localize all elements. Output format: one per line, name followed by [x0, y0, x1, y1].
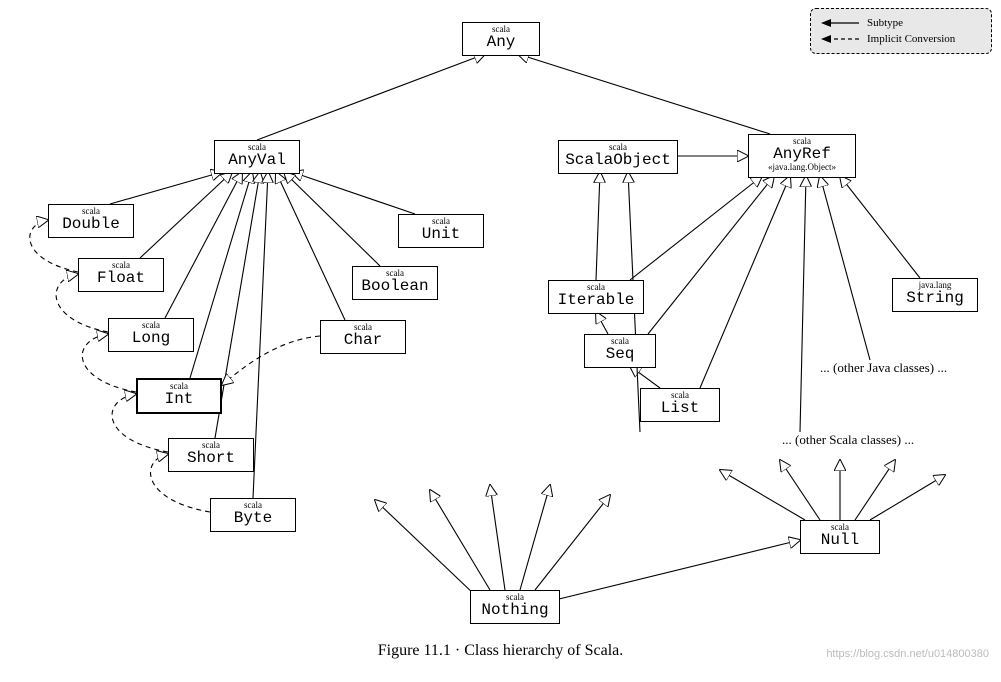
edge-subtype — [648, 176, 774, 334]
edge-subtype — [253, 172, 268, 498]
class-node-nothing: scalaNothing — [470, 590, 560, 624]
watermark-text: https://blog.csdn.net/u014800380 — [826, 648, 989, 660]
edge-subtype — [518, 54, 770, 134]
edge-subtype — [820, 176, 870, 360]
class-node-byte: scalaByte — [210, 498, 296, 532]
class-node-short: scalaShort — [168, 438, 254, 472]
node-classname: Long — [115, 330, 187, 347]
node-classname: ScalaObject — [565, 152, 671, 169]
edge-subtype — [257, 54, 485, 140]
note-other-scala-classes: ... (other Scala classes) ... — [782, 432, 914, 448]
node-classname: AnyVal — [221, 152, 293, 169]
edge-subtype — [720, 470, 805, 520]
node-classname: Iterable — [555, 292, 637, 309]
edge-subtype — [596, 172, 600, 280]
class-node-boolean: scalaBoolean — [352, 266, 438, 300]
class-node-long: scalaLong — [108, 318, 194, 352]
edge-subtype — [596, 312, 608, 334]
node-classname: Byte — [217, 510, 289, 527]
edge-subtype — [630, 176, 762, 280]
class-node-any: scalaAny — [462, 22, 540, 56]
node-stereotype: «java.lang.Object» — [755, 163, 849, 172]
class-node-null: scalaNull — [800, 520, 880, 554]
edge-subtype — [870, 475, 945, 520]
edge-subtype — [284, 172, 380, 266]
node-classname: Unit — [405, 226, 477, 243]
class-node-anyval: scalaAnyVal — [214, 140, 300, 174]
node-classname: Null — [807, 532, 873, 549]
edge-subtype — [700, 176, 790, 388]
edge-subtype — [535, 495, 610, 590]
node-classname: String — [899, 290, 971, 307]
edge-subtype — [520, 485, 550, 590]
edge-subtype — [555, 540, 800, 600]
edge-subtype — [855, 460, 895, 520]
node-classname: Float — [85, 270, 157, 287]
node-classname: Seq — [591, 346, 649, 363]
edge-subtype — [490, 485, 505, 590]
class-node-anyref: scalaAnyRef«java.lang.Object» — [748, 134, 856, 178]
edge-subtype — [780, 460, 820, 520]
legend-row-subtype: Subtype — [821, 15, 981, 31]
legend-box: Subtype Implicit Conversion — [810, 8, 992, 54]
node-classname: AnyRef — [755, 146, 849, 163]
edge-subtype — [840, 176, 920, 278]
edge-subtype — [630, 366, 660, 388]
class-node-seq: scalaSeq — [584, 334, 656, 368]
note-other-java-classes: ... (other Java classes) ... — [820, 360, 947, 376]
class-node-unit: scalaUnit — [398, 214, 484, 248]
class-node-float: scalaFloat — [78, 258, 164, 292]
edge-subtype — [165, 172, 242, 318]
class-node-double: scalaDouble — [48, 204, 134, 238]
edge-subtype — [375, 500, 475, 595]
edge-subtype — [110, 172, 222, 204]
node-classname: Double — [55, 216, 127, 233]
legend-label: Implicit Conversion — [867, 33, 955, 45]
node-classname: Char — [327, 332, 399, 349]
node-classname: List — [647, 400, 713, 417]
node-classname: Short — [175, 450, 247, 467]
legend-label: Subtype — [867, 17, 903, 29]
class-node-iterable: scalaIterable — [548, 280, 644, 314]
edge-subtype — [276, 172, 345, 320]
class-node-string: java.langString — [892, 278, 978, 312]
node-classname: Any — [469, 34, 533, 51]
edge-subtype — [800, 176, 806, 432]
node-classname: Nothing — [477, 602, 553, 619]
edge-subtype — [430, 490, 490, 590]
edge-implicit-conversion — [222, 336, 320, 385]
edge-subtype — [292, 172, 415, 214]
class-node-int: scalaInt — [136, 378, 222, 414]
node-classname: Boolean — [359, 278, 431, 295]
class-node-scalaobject: scalaScalaObject — [558, 140, 678, 174]
edge-subtype — [140, 172, 232, 258]
class-node-list: scalaList — [640, 388, 720, 422]
edge-subtype — [190, 172, 252, 378]
class-node-char: scalaChar — [320, 320, 406, 354]
scala-class-hierarchy-diagram: Subtype Implicit Conversion scalaAny scal… — [0, 0, 1001, 682]
node-classname: Int — [144, 391, 214, 408]
legend-row-implicit: Implicit Conversion — [821, 31, 981, 47]
